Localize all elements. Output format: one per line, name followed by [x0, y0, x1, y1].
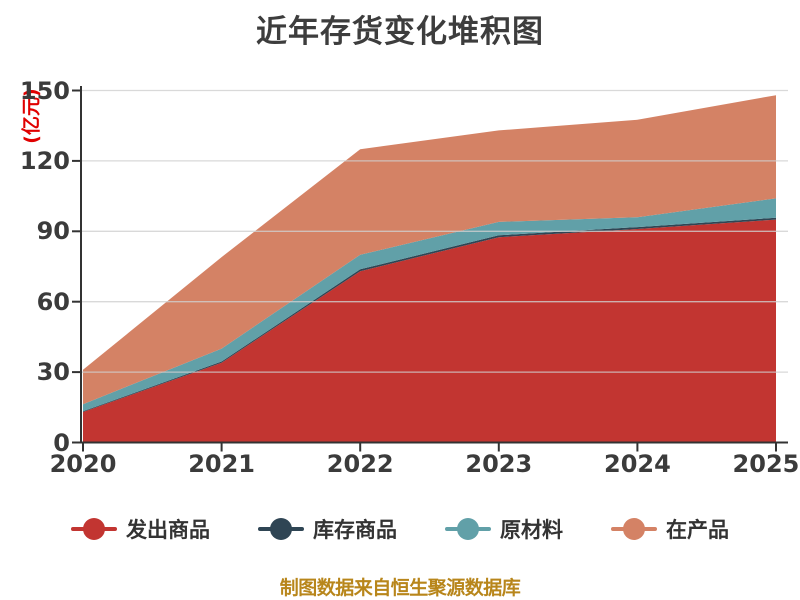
y-tick-30: 30	[36, 358, 70, 387]
source-note: 制图数据来自恒生聚源数据库	[279, 577, 521, 599]
legend-marker-icon	[611, 518, 657, 540]
legend-marker-icon	[258, 518, 304, 540]
legend-marker-icon	[71, 518, 117, 540]
x-tick-2025h: 2025H	[732, 450, 800, 478]
x-tick-2022: 2022	[326, 450, 394, 478]
legend-label: 原材料	[500, 518, 563, 542]
y-tick-0: 0	[53, 428, 70, 457]
legend-item-shipped-goods[interactable]: 发出商品	[71, 514, 210, 544]
legend-label: 发出商品	[126, 518, 210, 542]
legend: 发出商品 库存商品 原材料 在产品	[0, 514, 800, 544]
legend-item-work-in-progress[interactable]: 在产品	[611, 514, 729, 544]
chart-title: 近年存货变化堆积图	[256, 14, 544, 50]
y-tick-120: 120	[19, 146, 70, 175]
x-tick-2023: 2023	[465, 450, 533, 478]
legend-marker-icon	[445, 518, 491, 540]
y-tick-90: 90	[36, 217, 70, 246]
x-tick-2020: 2020	[49, 450, 117, 478]
x-tick-2021: 2021	[188, 450, 255, 478]
legend-item-stock-goods[interactable]: 库存商品	[258, 514, 397, 544]
y-tick-60: 60	[36, 287, 70, 316]
y-tick-150: 150	[19, 76, 70, 105]
legend-item-raw-materials[interactable]: 原材料	[445, 514, 563, 544]
legend-label: 在产品	[666, 518, 729, 542]
x-tick-2024: 2024	[603, 450, 671, 478]
legend-label: 库存商品	[313, 518, 397, 542]
